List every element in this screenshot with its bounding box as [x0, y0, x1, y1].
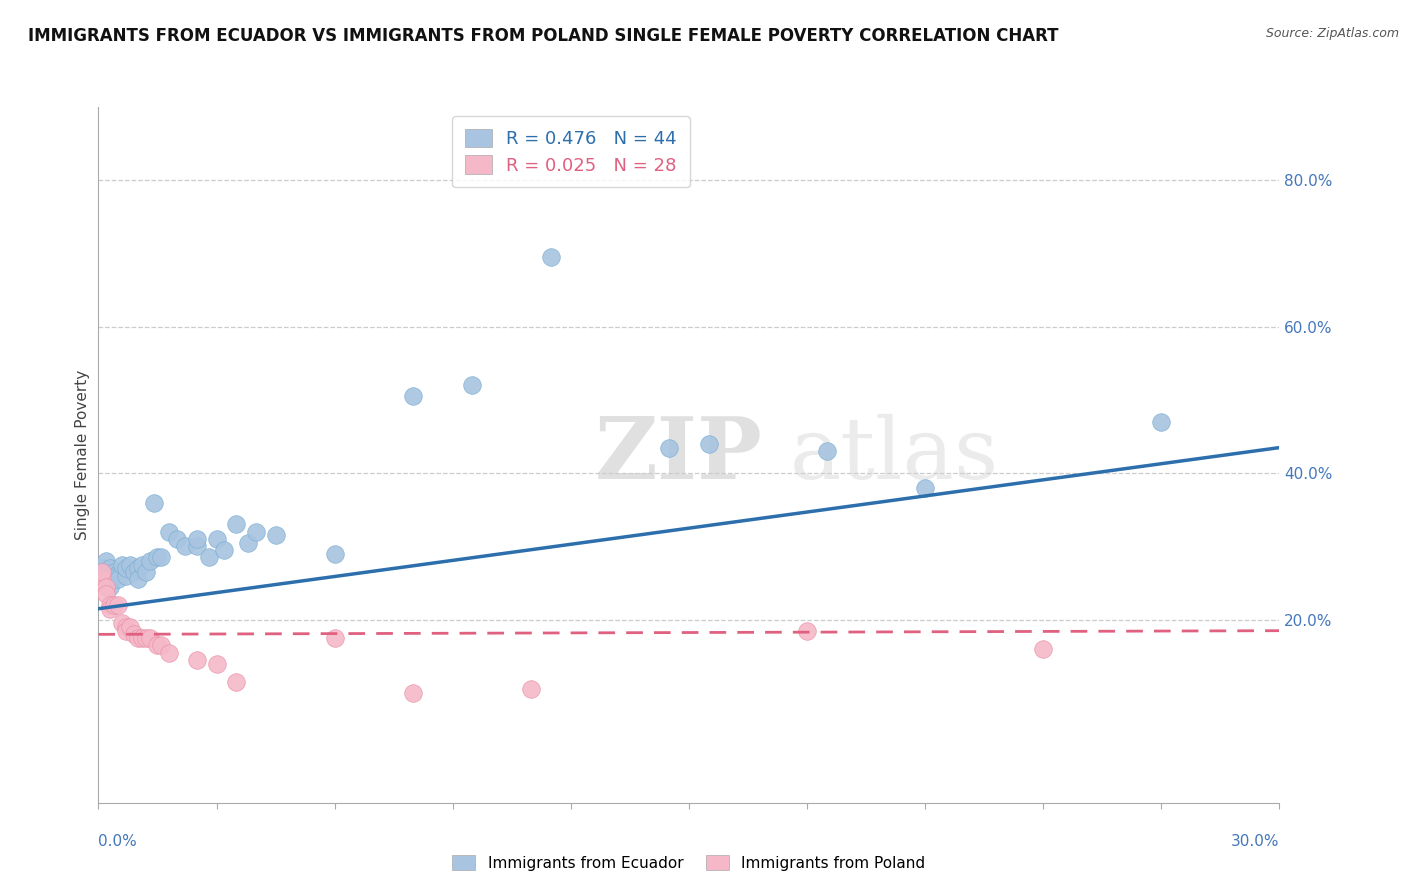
- Point: [264, 528, 287, 542]
- Point: [127, 631, 149, 645]
- Point: [461, 378, 484, 392]
- Point: [122, 627, 145, 641]
- Point: [157, 646, 180, 660]
- Point: [115, 561, 138, 575]
- Point: [815, 444, 838, 458]
- Point: [1150, 415, 1173, 429]
- Point: [122, 565, 145, 579]
- Point: [91, 561, 114, 575]
- Point: [103, 598, 125, 612]
- Point: [697, 437, 720, 451]
- Point: [1032, 642, 1054, 657]
- Text: atlas: atlas: [789, 413, 998, 497]
- Legend: Immigrants from Ecuador, Immigrants from Poland: Immigrants from Ecuador, Immigrants from…: [443, 846, 935, 880]
- Point: [205, 657, 228, 671]
- Point: [103, 565, 125, 579]
- Y-axis label: Single Female Poverty: Single Female Poverty: [75, 370, 90, 540]
- Point: [323, 631, 346, 645]
- Point: [197, 550, 219, 565]
- Point: [91, 565, 114, 579]
- Point: [115, 568, 138, 582]
- Point: [127, 573, 149, 587]
- Point: [135, 631, 157, 645]
- Point: [186, 532, 208, 546]
- Point: [658, 441, 681, 455]
- Text: ZIP: ZIP: [595, 413, 762, 497]
- Point: [186, 653, 208, 667]
- Point: [146, 550, 169, 565]
- Point: [111, 616, 134, 631]
- Point: [402, 389, 425, 403]
- Point: [91, 573, 114, 587]
- Point: [150, 638, 173, 652]
- Point: [150, 550, 173, 565]
- Legend: R = 0.476   N = 44, R = 0.025   N = 28: R = 0.476 N = 44, R = 0.025 N = 28: [453, 116, 689, 187]
- Point: [91, 573, 114, 587]
- Point: [107, 598, 129, 612]
- Point: [135, 565, 157, 579]
- Point: [205, 532, 228, 546]
- Point: [98, 580, 121, 594]
- Point: [146, 638, 169, 652]
- Point: [796, 624, 818, 638]
- Point: [138, 554, 160, 568]
- Point: [98, 598, 121, 612]
- Point: [214, 543, 236, 558]
- Text: Source: ZipAtlas.com: Source: ZipAtlas.com: [1265, 27, 1399, 40]
- Point: [127, 561, 149, 575]
- Point: [98, 561, 121, 575]
- Point: [323, 547, 346, 561]
- Point: [98, 601, 121, 615]
- Point: [96, 554, 118, 568]
- Point: [245, 524, 267, 539]
- Point: [111, 558, 134, 572]
- Point: [166, 532, 188, 546]
- Point: [107, 573, 129, 587]
- Point: [520, 682, 543, 697]
- Point: [186, 540, 208, 554]
- Point: [96, 565, 118, 579]
- Text: 0.0%: 0.0%: [98, 834, 138, 849]
- Point: [225, 517, 247, 532]
- Point: [118, 620, 141, 634]
- Point: [118, 558, 141, 572]
- Point: [115, 620, 138, 634]
- Point: [157, 524, 180, 539]
- Point: [96, 580, 118, 594]
- Point: [103, 568, 125, 582]
- Point: [115, 624, 138, 638]
- Point: [138, 631, 160, 645]
- Point: [131, 558, 153, 572]
- Point: [225, 675, 247, 690]
- Point: [540, 250, 562, 264]
- Point: [402, 686, 425, 700]
- Point: [236, 536, 259, 550]
- Point: [96, 587, 118, 601]
- Point: [914, 481, 936, 495]
- Point: [142, 495, 165, 509]
- Point: [131, 631, 153, 645]
- Point: [174, 540, 197, 554]
- Text: IMMIGRANTS FROM ECUADOR VS IMMIGRANTS FROM POLAND SINGLE FEMALE POVERTY CORRELAT: IMMIGRANTS FROM ECUADOR VS IMMIGRANTS FR…: [28, 27, 1059, 45]
- Text: 30.0%: 30.0%: [1232, 834, 1279, 849]
- Point: [107, 568, 129, 582]
